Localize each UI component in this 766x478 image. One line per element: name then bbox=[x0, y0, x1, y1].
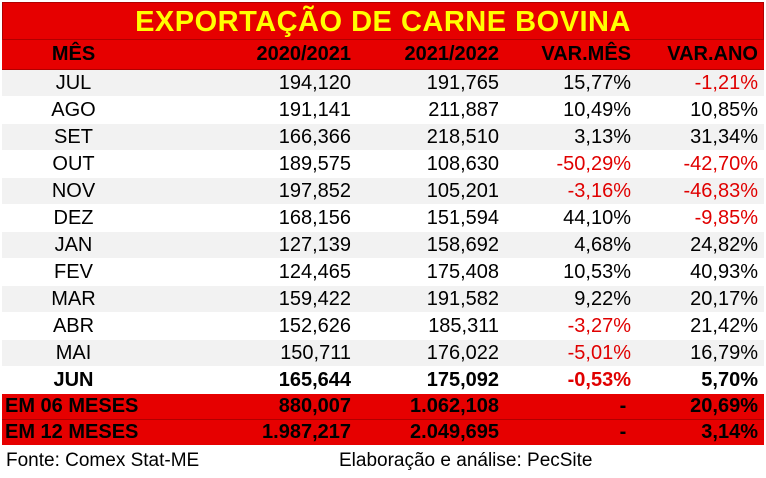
header-row: MÊS 2020/2021 2021/2022 VAR.MÊS VAR.ANO bbox=[2, 40, 764, 70]
table-row: JUN 165,644 175,092 -0,53% 5,70% bbox=[2, 366, 764, 394]
table-row: AGO 191,141 211,887 10,49% 10,85% bbox=[2, 96, 764, 124]
cell-var-ano: -1,21% bbox=[637, 69, 764, 97]
cell-month: SET bbox=[2, 123, 147, 151]
table-row: MAI 150,711 176,022 -5,01% 16,79% bbox=[2, 339, 764, 367]
cell-month: JUN bbox=[2, 366, 147, 394]
cell-var-mes: -3,27% bbox=[505, 312, 637, 340]
total-label: EM 06 MESES bbox=[2, 393, 147, 420]
cell-month: JUL bbox=[2, 69, 147, 97]
cell-var-ano: 31,34% bbox=[637, 123, 764, 151]
cell-month: NOV bbox=[2, 177, 147, 205]
total-2020-2021: 880,007 bbox=[147, 393, 357, 420]
cell-var-mes: -3,16% bbox=[505, 177, 637, 205]
total-2021-2022: 1.062,108 bbox=[357, 393, 505, 420]
cell-2021-2022: 175,408 bbox=[357, 258, 505, 286]
total-var-mes: - bbox=[505, 393, 637, 420]
cell-2020-2021: 152,626 bbox=[147, 312, 357, 340]
cell-var-mes: 9,22% bbox=[505, 285, 637, 313]
cell-var-ano: -42,70% bbox=[637, 150, 764, 178]
column-header-var-mes: VAR.MÊS bbox=[505, 40, 637, 70]
cell-2020-2021: 189,575 bbox=[147, 150, 357, 178]
cell-var-ano: 20,17% bbox=[637, 285, 764, 313]
cell-2021-2022: 185,311 bbox=[357, 312, 505, 340]
cell-2020-2021: 194,120 bbox=[147, 69, 357, 97]
cell-var-mes: 44,10% bbox=[505, 204, 637, 232]
cell-var-ano: 10,85% bbox=[637, 96, 764, 124]
cell-month: OUT bbox=[2, 150, 147, 178]
total-2021-2022: 2.049,695 bbox=[357, 419, 505, 445]
footer: Fonte: Comex Stat-ME Elaboração e anális… bbox=[6, 448, 762, 474]
table-title: EXPORTAÇÃO DE CARNE BOVINA bbox=[2, 2, 764, 40]
cell-2021-2022: 151,594 bbox=[357, 204, 505, 232]
total-var-ano: 3,14% bbox=[637, 419, 764, 445]
cell-2021-2022: 158,692 bbox=[357, 231, 505, 259]
column-header-2021-2022: 2021/2022 bbox=[357, 40, 505, 70]
total-row: EM 12 MESES 1.987,217 2.049,695-3,14% bbox=[2, 419, 764, 445]
cell-var-ano: -9,85% bbox=[637, 204, 764, 232]
column-header-var-ano: VAR.ANO bbox=[637, 40, 764, 70]
source-note: Fonte: Comex Stat-ME bbox=[6, 450, 200, 471]
total-var-ano: 20,69% bbox=[637, 393, 764, 420]
table-row: NOV 197,852 105,201 -3,16% -46,83% bbox=[2, 177, 764, 205]
table-row: SET 166,366 218,510 3,13% 31,34% bbox=[2, 123, 764, 151]
cell-var-mes: 15,77% bbox=[505, 69, 637, 97]
total-label: EM 12 MESES bbox=[2, 419, 147, 445]
column-header-2020-2021: 2020/2021 bbox=[147, 40, 357, 70]
cell-2021-2022: 176,022 bbox=[357, 339, 505, 367]
cell-2021-2022: 191,765 bbox=[357, 69, 505, 97]
cell-var-mes: -5,01% bbox=[505, 339, 637, 367]
table-row: MAR 159,422 191,582 9,22% 20,17% bbox=[2, 285, 764, 313]
cell-2021-2022: 218,510 bbox=[357, 123, 505, 151]
cell-var-mes: 4,68% bbox=[505, 231, 637, 259]
cell-2021-2022: 108,630 bbox=[357, 150, 505, 178]
total-2020-2021: 1.987,217 bbox=[147, 419, 357, 445]
table-row: OUT 189,575 108,630 -50,29% -42,70% bbox=[2, 150, 764, 178]
cell-var-mes: 10,53% bbox=[505, 258, 637, 286]
cell-2020-2021: 150,711 bbox=[147, 339, 357, 367]
table-row: DEZ 168,156 151,594 44,10% -9,85% bbox=[2, 204, 764, 232]
cell-var-mes: 3,13% bbox=[505, 123, 637, 151]
table-row: JAN 127,139 158,692 4,68% 24,82% bbox=[2, 231, 764, 259]
analysis-note: Elaboração e análise: PecSite bbox=[339, 450, 593, 471]
cell-month: JAN bbox=[2, 231, 147, 259]
cell-2021-2022: 191,582 bbox=[357, 285, 505, 313]
cell-month: FEV bbox=[2, 258, 147, 286]
cell-2021-2022: 211,887 bbox=[357, 96, 505, 124]
cell-2020-2021: 165,644 bbox=[147, 366, 357, 394]
cell-2020-2021: 124,465 bbox=[147, 258, 357, 286]
table-totals: EM 06 MESES 880,007 1.062,108-20,69% EM 12 … bbox=[2, 393, 764, 445]
table-row: FEV 124,465 175,408 10,53% 40,93% bbox=[2, 258, 764, 286]
cell-2020-2021: 168,156 bbox=[147, 204, 357, 232]
cell-month: ABR bbox=[2, 312, 147, 340]
cell-var-ano: -46,83% bbox=[637, 177, 764, 205]
cell-month: AGO bbox=[2, 96, 147, 124]
cell-2020-2021: 191,141 bbox=[147, 96, 357, 124]
total-row: EM 06 MESES 880,007 1.062,108-20,69% bbox=[2, 393, 764, 420]
cell-month: DEZ bbox=[2, 204, 147, 232]
table-row: ABR 152,626 185,311 -3,27% 21,42% bbox=[2, 312, 764, 340]
cell-2021-2022: 175,092 bbox=[357, 366, 505, 394]
column-header-month: MÊS bbox=[2, 40, 147, 70]
table-body: JUL 194,120 191,765 15,77% -1,21% AGO 191,141 2… bbox=[2, 69, 764, 394]
cell-2020-2021: 166,366 bbox=[147, 123, 357, 151]
cell-2020-2021: 159,422 bbox=[147, 285, 357, 313]
cell-var-ano: 21,42% bbox=[637, 312, 764, 340]
export-table-frame: EXPORTAÇÃO DE CARNE BOVINA MÊS 2020/2021… bbox=[2, 2, 764, 445]
cell-month: MAI bbox=[2, 339, 147, 367]
cell-var-mes: -0,53% bbox=[505, 366, 637, 394]
cell-var-mes: -50,29% bbox=[505, 150, 637, 178]
cell-2020-2021: 197,852 bbox=[147, 177, 357, 205]
cell-2021-2022: 105,201 bbox=[357, 177, 505, 205]
table-row: JUL 194,120 191,765 15,77% -1,21% bbox=[2, 69, 764, 97]
cell-var-mes: 10,49% bbox=[505, 96, 637, 124]
cell-var-ano: 16,79% bbox=[637, 339, 764, 367]
cell-var-ano: 5,70% bbox=[637, 366, 764, 394]
total-var-mes: - bbox=[505, 419, 637, 445]
export-table: MÊS 2020/2021 2021/2022 VAR.MÊS VAR.ANO … bbox=[2, 40, 764, 445]
cell-2020-2021: 127,139 bbox=[147, 231, 357, 259]
cell-var-ano: 24,82% bbox=[637, 231, 764, 259]
cell-month: MAR bbox=[2, 285, 147, 313]
cell-var-ano: 40,93% bbox=[637, 258, 764, 286]
